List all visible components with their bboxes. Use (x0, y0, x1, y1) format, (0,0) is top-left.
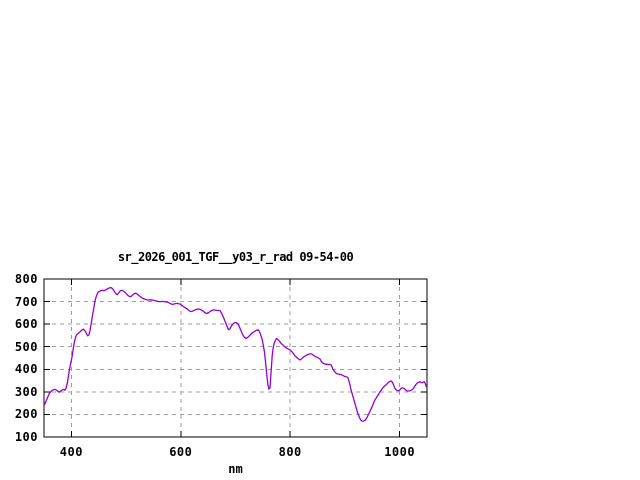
x-tick-label: 1000 (384, 445, 416, 459)
y-tick-label: 100 (14, 430, 38, 444)
x-axis-title: nm (228, 462, 243, 476)
y-tick-label: 800 (14, 272, 38, 286)
y-tick-label: 600 (14, 317, 38, 332)
radiance-curve (43, 286, 428, 422)
chart-title: sr_2026_001_TGF__y03_r_rad 09-54-00 (117, 250, 354, 264)
x-tick-label: 800 (278, 445, 302, 459)
y-tick-label: 200 (14, 407, 38, 422)
y-tick-label: 700 (14, 294, 38, 309)
y-tick-label: 300 (14, 384, 38, 399)
x-tick-label: 400 (59, 445, 83, 459)
plot-border (43, 278, 428, 438)
y-tick-label: 500 (14, 339, 38, 354)
x-tick-label: 600 (169, 445, 193, 459)
y-tick-label: 400 (14, 362, 38, 377)
